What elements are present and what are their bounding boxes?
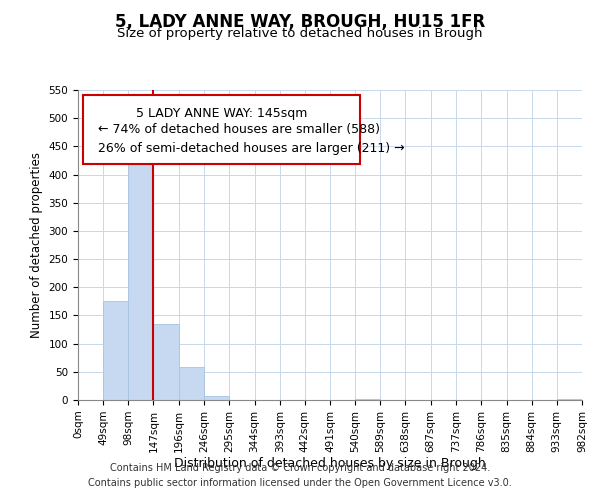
Text: ← 74% of detached houses are smaller (588): ← 74% of detached houses are smaller (58… bbox=[98, 123, 380, 136]
Bar bbox=[355, 399, 380, 400]
Bar bbox=[128, 162, 154, 400]
FancyBboxPatch shape bbox=[83, 94, 360, 164]
Bar bbox=[179, 368, 204, 400]
Bar bbox=[154, 324, 179, 400]
Bar bbox=[557, 399, 582, 400]
X-axis label: Distribution of detached houses by size in Brough: Distribution of detached houses by size … bbox=[174, 458, 486, 470]
Text: Size of property relative to detached houses in Brough: Size of property relative to detached ho… bbox=[117, 28, 483, 40]
Text: Contains HM Land Registry data © Crown copyright and database right 2024.
Contai: Contains HM Land Registry data © Crown c… bbox=[88, 462, 512, 487]
Text: 5, LADY ANNE WAY, BROUGH, HU15 1FR: 5, LADY ANNE WAY, BROUGH, HU15 1FR bbox=[115, 12, 485, 30]
Y-axis label: Number of detached properties: Number of detached properties bbox=[30, 152, 43, 338]
Text: 26% of semi-detached houses are larger (211) →: 26% of semi-detached houses are larger (… bbox=[98, 142, 405, 156]
Text: 5 LADY ANNE WAY: 145sqm: 5 LADY ANNE WAY: 145sqm bbox=[136, 106, 307, 120]
Bar bbox=[103, 302, 128, 400]
Bar bbox=[204, 396, 229, 400]
